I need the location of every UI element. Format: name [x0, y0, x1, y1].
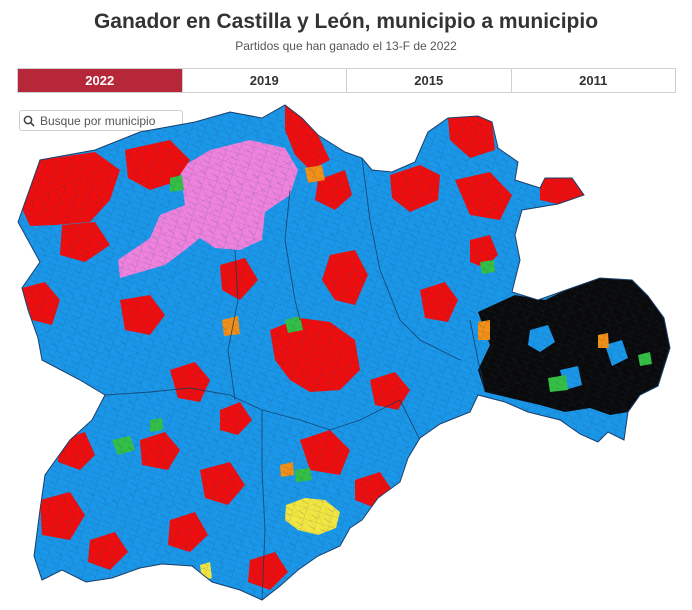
- municipality-borders-2: [18, 105, 670, 600]
- tab-2019[interactable]: 2019: [181, 69, 346, 92]
- search-input[interactable]: [38, 113, 182, 128]
- search-icon: [20, 111, 38, 130]
- map-fill: [18, 105, 670, 600]
- municipality-search[interactable]: [19, 110, 183, 131]
- tab-2015[interactable]: 2015: [346, 69, 511, 92]
- year-tabs: 2022 2019 2015 2011: [17, 68, 676, 93]
- tab-2022[interactable]: 2022: [18, 69, 182, 92]
- page-title: Ganador en Castilla y León, municipio a …: [93, 10, 599, 33]
- tab-2011[interactable]: 2011: [510, 69, 675, 92]
- page-subtitle: Partidos que han ganado el 13-F de 2022: [235, 39, 457, 53]
- province-borders: [104, 157, 486, 600]
